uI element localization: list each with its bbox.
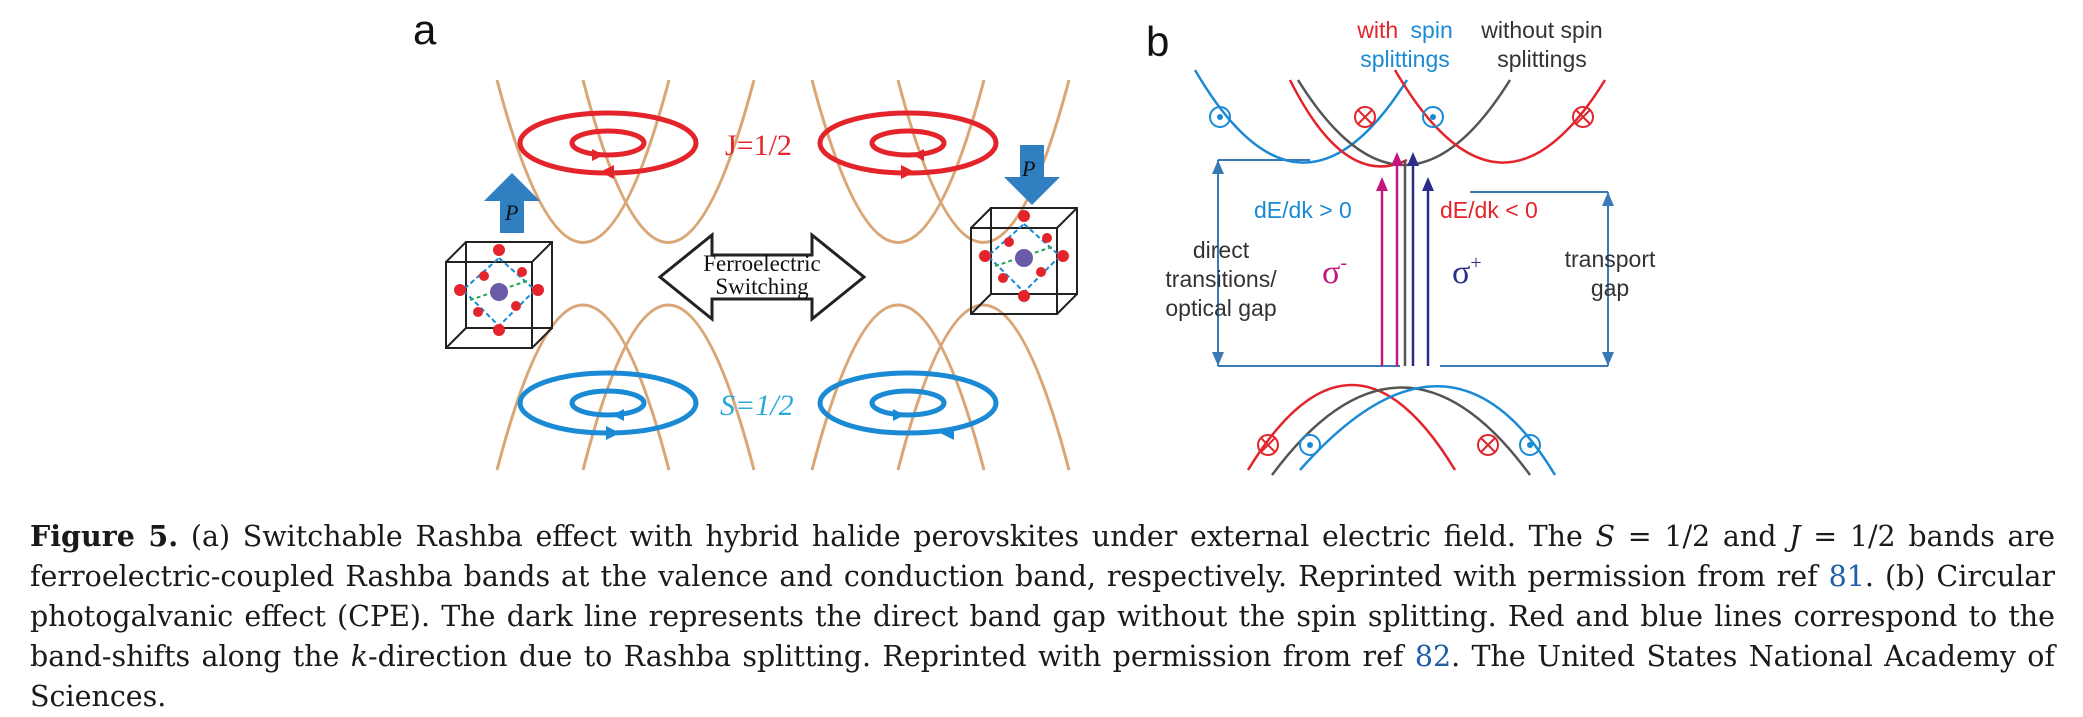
transport-gap-line1: transport [1565,246,1656,272]
legend-without-spin-line1: without spin [1480,17,1602,43]
caption-ref-82[interactable]: 82 [1414,640,1452,673]
conduction-ring-arrows [592,149,924,179]
legend-with-spin-line1: with spin [1356,17,1453,43]
optical-gap-line1: direct [1193,237,1250,263]
polarization-label-right: P [1021,156,1035,181]
caption-ref-81[interactable]: 81 [1828,560,1865,593]
legend-without-spin-line2: splittings [1497,46,1586,72]
transition-arrowheads [1376,152,1434,191]
panel-b: b with spin splittings without spin spli… [1146,17,1656,476]
polarization-label-left: P [504,200,518,225]
transition-arrows [1380,160,1430,366]
panel-a: a [413,6,1078,471]
legend-word-with: with [1356,17,1398,43]
valence-ring-arrows [606,409,954,440]
slope-left-label: dE/dk > 0 [1254,197,1352,223]
sigma-minus-label: σ- [1322,252,1347,291]
optical-gap-line3: optical gap [1165,295,1276,321]
caption-var-k: k [350,640,369,673]
sigma-plus-sup: + [1470,252,1481,274]
valence-rings [517,370,999,436]
conduction-bands [1193,69,1607,168]
caption-text-3: = 1/2 bands are ferroelectric-coupled Ra… [30,520,2055,593]
switching-label-line1: Ferroelectric [703,251,820,276]
caption-var-s: S [1595,520,1616,553]
sigma-plus-symbol: σ [1452,254,1470,291]
sigma-minus-symbol: σ [1322,254,1340,291]
valence-band-label: S=1/2 [720,389,794,422]
caption-text-4: . (b) Circular photogalvanic effect (CPE… [30,560,2055,673]
optical-gap-line2: transitions/ [1165,266,1277,292]
panel-b-label: b [1146,18,1169,65]
legend-word-spin: spin [1411,17,1453,43]
slope-right-label: dE/dk < 0 [1440,197,1538,223]
caption-text-2: = 1/2 and [1615,520,1790,553]
legend-with-spin-line2: splittings [1360,46,1449,72]
caption-var-j: J [1789,520,1801,553]
perovskite-cube-right: P [970,145,1078,315]
gap-guides [1217,159,1609,367]
panel-a-label: a [413,6,437,53]
figure-5: a [413,6,1656,476]
perovskite-cube-left: P [445,173,553,349]
sigma-minus-sup: - [1340,252,1347,274]
sigma-plus-label: σ+ [1452,252,1482,291]
figure-caption: Figure 5. (a) Switchable Rashba effect w… [30,516,2055,717]
caption-label: Figure 5. [30,519,179,553]
gap-arrowheads [1212,160,1614,366]
valence-bands [1246,383,1557,476]
spin-symbols [1209,106,1594,456]
switching-arrow: Ferroelectric Switching [657,231,867,323]
conduction-band-label: J=1/2 [725,129,792,162]
transport-gap-line2: gap [1591,275,1629,301]
caption-text-1: (a) Switchable Rashba effect with hybrid… [178,520,1596,553]
caption-text-5: -direction due to Rashba splitting. Repr… [368,640,1415,673]
switching-label-line2: Switching [715,274,809,299]
